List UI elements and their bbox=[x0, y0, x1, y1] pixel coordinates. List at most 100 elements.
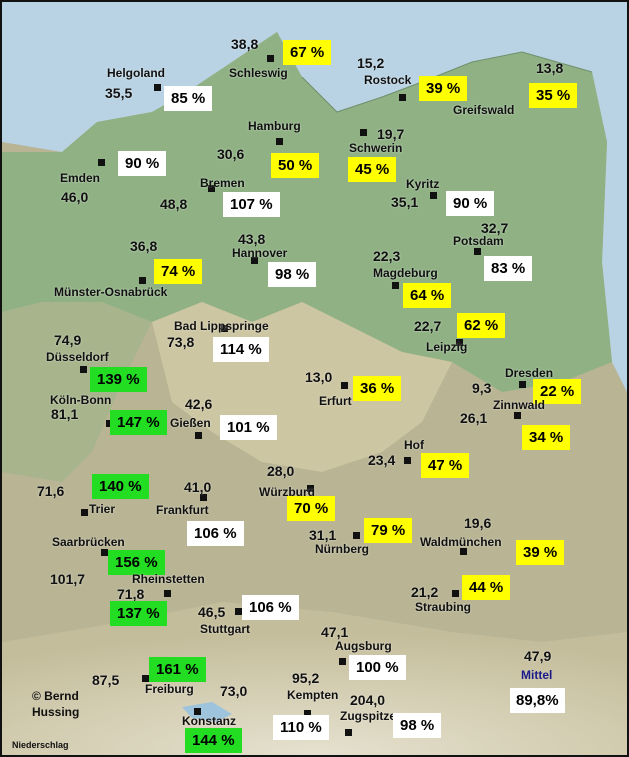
precip-value-konstanz: 73,0 bbox=[220, 683, 248, 699]
station-marker-augsburg bbox=[339, 658, 346, 665]
station-marker-konstanz bbox=[194, 708, 201, 715]
precip-value-zugspitze: 204,0 bbox=[350, 692, 386, 708]
alpine-foreland bbox=[2, 602, 627, 755]
city-label-hof: Hof bbox=[404, 438, 424, 452]
city-label-hamburg: Hamburg bbox=[248, 119, 301, 133]
city-label-schleswig: Schleswig bbox=[229, 66, 288, 80]
station-marker-hamburg bbox=[276, 138, 283, 145]
precip-value-magdeburg: 22,3 bbox=[373, 248, 401, 264]
percent-badge-emden: 90 % bbox=[118, 151, 167, 176]
city-label-schwerin: Schwerin bbox=[349, 141, 403, 155]
city-label-d-sseldorf: Düsseldorf bbox=[46, 350, 109, 364]
station-marker-erfurt bbox=[341, 382, 348, 389]
precip-value-rostock: 15,2 bbox=[357, 55, 385, 71]
precip-value-n-rnberg: 31,1 bbox=[309, 527, 337, 543]
station-marker-w-rzburg bbox=[307, 485, 314, 492]
percent-badge-magdeburg: 64 % bbox=[403, 283, 452, 308]
precip-value-frankfurt: 41,0 bbox=[184, 479, 212, 495]
station-marker-stuttgart bbox=[235, 608, 242, 615]
precip-value-rheinstetten: 71,8 bbox=[117, 586, 145, 602]
city-label-zinnwald: Zinnwald bbox=[493, 398, 545, 412]
city-label-trier: Trier bbox=[89, 502, 116, 516]
city-label-freiburg: Freiburg bbox=[145, 682, 194, 696]
station-marker-potsdam bbox=[474, 248, 481, 255]
city-label-helgoland: Helgoland bbox=[107, 66, 166, 80]
percent-badge-augsburg: 100 % bbox=[349, 655, 406, 680]
station-marker-frankfurt bbox=[200, 494, 207, 501]
station-marker-rostock bbox=[399, 94, 406, 101]
percent-badge-dresden: 22 % bbox=[533, 379, 582, 404]
city-label-k-ln-bonn: Köln-Bonn bbox=[50, 393, 112, 407]
copyright-credit: © Bernd Hussing bbox=[32, 688, 79, 720]
city-label-erfurt: Erfurt bbox=[319, 394, 352, 408]
precip-value-hannover: 43,8 bbox=[238, 231, 266, 247]
percent-badge-bremen: 107 % bbox=[223, 192, 280, 217]
precip-value-k-ln-bonn: 81,1 bbox=[51, 406, 79, 422]
city-label-potsdam: Potsdam bbox=[453, 234, 504, 248]
city-label-bad-lippspringe: Bad Lippspringe bbox=[174, 319, 269, 333]
precip-value-dresden: 9,3 bbox=[472, 380, 492, 396]
precip-value-zinnwald: 26,1 bbox=[460, 410, 488, 426]
percent-badge-leipzig: 62 % bbox=[457, 313, 506, 338]
city-label-w-rzburg: Würzburg bbox=[259, 485, 315, 499]
percent-badge-w-rzburg: 70 % bbox=[287, 496, 336, 521]
station-marker-leipzig bbox=[456, 339, 463, 346]
city-label-rostock: Rostock bbox=[364, 73, 412, 87]
percent-badge-konstanz: 144 % bbox=[185, 728, 242, 753]
station-marker-hof bbox=[404, 457, 411, 464]
city-label-kempten: Kempten bbox=[287, 688, 339, 702]
percent-badge-k-ln-bonn: 147 % bbox=[110, 410, 167, 435]
precip-value-d-sseldorf: 74,9 bbox=[54, 332, 82, 348]
station-marker-bremen bbox=[208, 185, 215, 192]
precip-value-w-rzburg: 28,0 bbox=[267, 463, 295, 479]
precip-value-helgoland: 35,5 bbox=[105, 85, 133, 101]
precip-value-gie-en: 42,6 bbox=[185, 396, 213, 412]
percent-badge-hof: 47 % bbox=[421, 453, 470, 478]
mittel-label: Mittel bbox=[521, 668, 553, 682]
city-label-bremen: Bremen bbox=[200, 176, 245, 190]
lake-constance bbox=[182, 702, 232, 722]
percent-badge-n-rnberg: 79 % bbox=[364, 518, 413, 543]
precip-value-hamburg: 30,6 bbox=[217, 146, 245, 162]
station-marker-rheinstetten bbox=[164, 590, 171, 597]
station-marker-zugspitze bbox=[345, 729, 352, 736]
precip-value-bremen: 48,8 bbox=[160, 196, 188, 212]
percent-badge-kyritz: 90 % bbox=[446, 191, 495, 216]
northern-lowland bbox=[2, 32, 612, 392]
percent-badge-frankfurt: 106 % bbox=[187, 521, 244, 546]
precip-value-augsburg: 47,1 bbox=[321, 624, 349, 640]
station-marker-waldm-nchen bbox=[460, 548, 467, 555]
percent-badge-zinnwald: 34 % bbox=[522, 425, 571, 450]
percent-badge-hamburg: 50 % bbox=[271, 153, 320, 178]
mittel-precip-value: 47,9 bbox=[524, 648, 552, 664]
precip-value-leipzig: 22,7 bbox=[414, 318, 442, 334]
station-marker-saarbr-cken bbox=[101, 549, 108, 556]
city-label-saarbr-cken: Saarbrücken bbox=[52, 535, 125, 549]
precip-value-hof: 23,4 bbox=[368, 452, 396, 468]
city-label-hannover: Hannover bbox=[232, 246, 288, 260]
station-marker-schleswig bbox=[267, 55, 274, 62]
percent-badge-kempten: 110 % bbox=[273, 715, 329, 740]
city-label-rheinstetten: Rheinstetten bbox=[132, 572, 205, 586]
station-marker-gie-en bbox=[195, 432, 202, 439]
station-marker-straubing bbox=[452, 590, 459, 597]
city-label-stuttgart: Stuttgart bbox=[200, 622, 250, 636]
percent-badge-potsdam: 83 % bbox=[484, 256, 533, 281]
station-marker-schwerin bbox=[360, 129, 367, 136]
percent-badge-schleswig: 67 % bbox=[283, 40, 332, 65]
percent-badge-erfurt: 36 % bbox=[353, 376, 402, 401]
precip-value-erfurt: 13,0 bbox=[305, 369, 333, 385]
station-marker-k-ln-bonn bbox=[106, 420, 113, 427]
precip-value-straubing: 21,2 bbox=[411, 584, 439, 600]
station-marker-helgoland bbox=[154, 84, 161, 91]
credit-line-2: Hussing bbox=[32, 705, 80, 719]
percent-badge-zugspitze: 98 % bbox=[393, 713, 442, 738]
precip-value-kyritz: 35,1 bbox=[391, 194, 419, 210]
city-label-augsburg: Augsburg bbox=[335, 639, 392, 653]
precip-value-greifswald: 13,8 bbox=[536, 60, 564, 76]
map-footer-caption: Niederschlag bbox=[12, 740, 69, 750]
percent-badge-helgoland: 85 % bbox=[164, 86, 213, 111]
city-label-dresden: Dresden bbox=[505, 366, 554, 380]
percent-badge-stuttgart: 106 % bbox=[242, 595, 299, 620]
